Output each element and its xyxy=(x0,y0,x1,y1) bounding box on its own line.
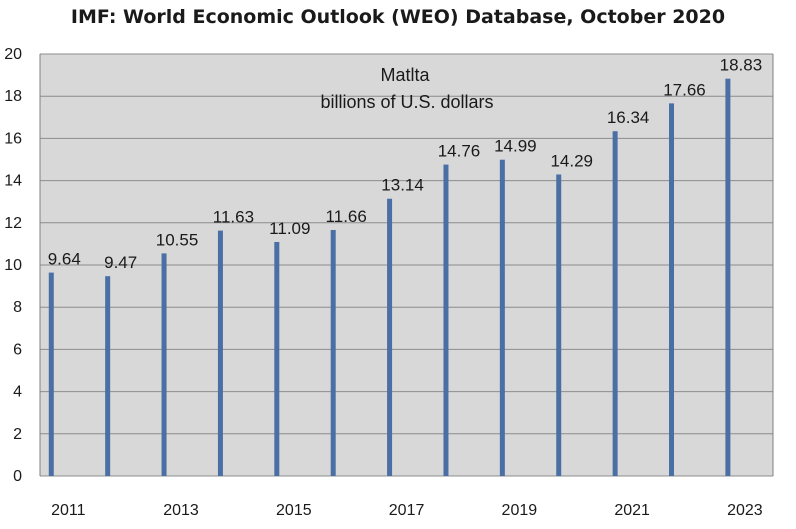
y-tick-label: 20 xyxy=(4,46,22,63)
bar xyxy=(274,242,280,476)
data-label: 11.09 xyxy=(269,219,310,238)
data-label: 9.47 xyxy=(104,253,137,272)
bar xyxy=(105,276,111,476)
bar xyxy=(387,198,393,476)
bar xyxy=(161,253,167,476)
y-tick-label: 4 xyxy=(13,384,22,401)
bar xyxy=(443,164,449,476)
chart-title: IMF: World Economic Outlook (WEO) Databa… xyxy=(71,6,725,28)
bar xyxy=(48,272,54,476)
data-label: 18.83 xyxy=(720,56,763,75)
y-tick-label: 0 xyxy=(13,468,22,485)
y-tick-label: 10 xyxy=(4,257,22,274)
bar-series xyxy=(48,78,731,477)
data-label: 13.14 xyxy=(381,176,424,195)
data-label: 14.29 xyxy=(550,151,593,170)
data-label: 14.99 xyxy=(494,137,537,156)
data-label: 11.66 xyxy=(326,207,367,226)
bar xyxy=(217,230,223,476)
bar xyxy=(556,174,562,476)
x-tick-label: 2013 xyxy=(163,502,199,519)
chart-annotation-country: Matlta xyxy=(380,65,430,85)
bar xyxy=(612,131,618,476)
x-tick-label: 2015 xyxy=(276,502,312,519)
y-tick-label: 2 xyxy=(13,426,22,443)
y-axis-ticks: 0 2 4 6 8 10 12 14 16 18 20 xyxy=(4,46,22,485)
data-label: 17.66 xyxy=(663,80,706,99)
x-tick-label: 2023 xyxy=(727,502,763,519)
y-tick-label: 16 xyxy=(4,130,22,147)
data-label: 9.64 xyxy=(48,250,81,269)
x-tick-label: 2019 xyxy=(502,502,538,519)
chart-annotation-units: billions of U.S. dollars xyxy=(320,92,493,112)
bar xyxy=(725,78,731,476)
y-tick-label: 8 xyxy=(13,299,22,316)
y-tick-label: 12 xyxy=(4,215,22,232)
bar xyxy=(330,229,336,476)
x-tick-label: 2021 xyxy=(614,502,650,519)
data-label: 16.34 xyxy=(607,108,650,127)
y-tick-label: 6 xyxy=(13,341,22,358)
data-label: 14.76 xyxy=(438,142,481,161)
bar xyxy=(499,159,505,476)
x-axis-ticks: 2011 2013 2015 2017 2019 2021 2023 xyxy=(51,502,763,519)
y-tick-label: 18 xyxy=(4,88,22,105)
data-label: 10.55 xyxy=(156,230,199,249)
x-tick-label: 2011 xyxy=(51,502,86,519)
x-tick-label: 2017 xyxy=(389,502,425,519)
y-tick-label: 14 xyxy=(4,173,22,190)
data-label: 11.63 xyxy=(213,208,254,227)
bar xyxy=(669,103,675,477)
value-labels: 9.64 9.47 10.55 11.63 11.09 11.66 13.14 14.76 14… xyxy=(48,56,762,272)
